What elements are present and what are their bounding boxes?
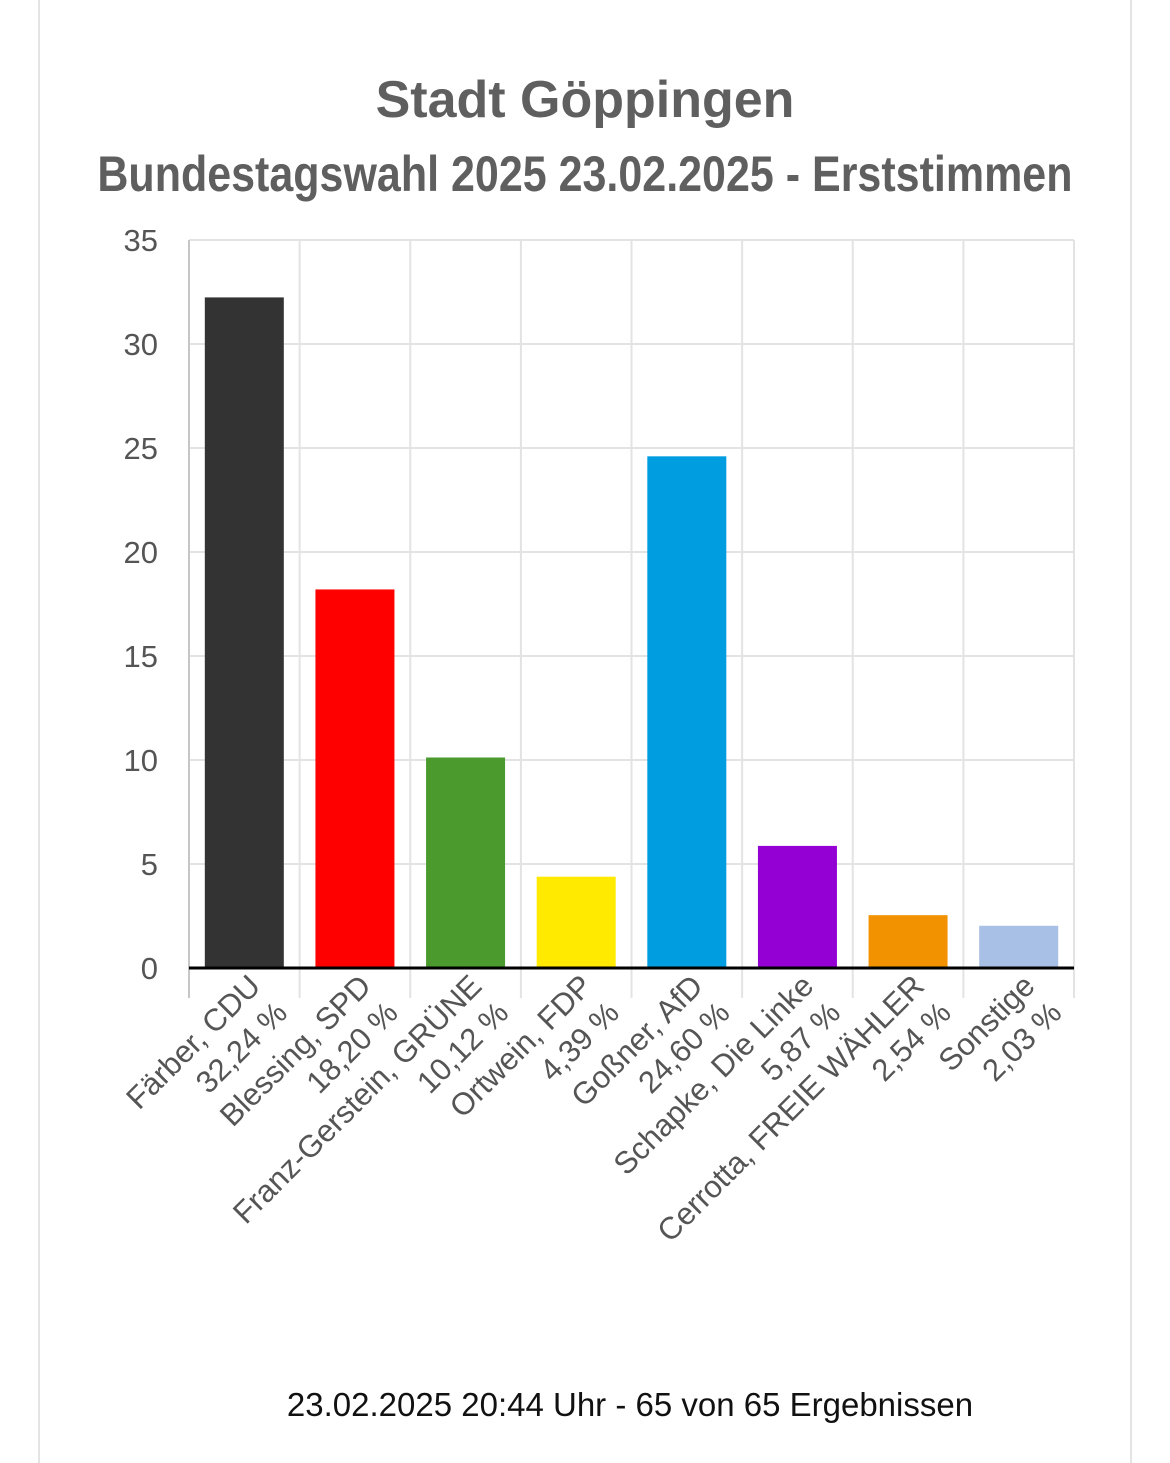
chart-subtitle: Bundestagswahl 2025 23.02.2025 - Erststi… [0, 145, 1170, 203]
y-tick-label-20: 20 [124, 535, 158, 570]
y-tick-label-35: 35 [124, 223, 158, 258]
bar-2 [426, 757, 506, 968]
y-tick-label-5: 5 [141, 847, 158, 882]
bar-1 [315, 589, 395, 968]
bar-6 [868, 915, 948, 968]
y-tick-label-15: 15 [124, 639, 158, 674]
y-tick-label-30: 30 [124, 327, 158, 362]
bar-0 [204, 297, 284, 969]
y-tick-label-25: 25 [124, 431, 158, 466]
chart-footer: 23.02.2025 20:44 Uhr - 65 von 65 Ergebni… [286, 1386, 974, 1423]
bar-7 [979, 925, 1059, 968]
bar-3 [536, 876, 616, 968]
bar-4 [647, 456, 727, 968]
chart-title: Stadt Göppingen [375, 71, 795, 129]
chart-frame [38, 0, 1132, 1463]
chart-subtitle-text: Bundestagswahl 2025 23.02.2025 - Erststi… [97, 146, 1073, 202]
bar-5 [757, 845, 837, 968]
y-tick-label-0: 0 [141, 951, 158, 986]
y-tick-label-10: 10 [124, 743, 158, 778]
